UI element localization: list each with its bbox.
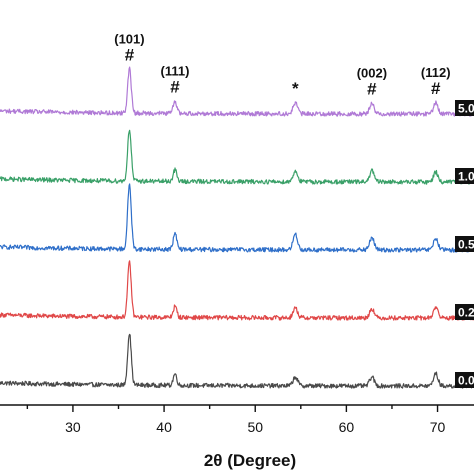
legend-label-5-0: 5.0 <box>458 102 474 116</box>
peak-mark-2: * <box>292 79 299 98</box>
peak-label-3: (002) <box>357 65 387 80</box>
series-line-1-0 <box>0 129 474 185</box>
x-tick-label-50: 50 <box>247 419 263 435</box>
peak-mark-1: # <box>170 77 180 96</box>
legend-box-5-0 <box>455 100 474 116</box>
legend-label-0-0: 0.0 <box>458 374 474 388</box>
legend-label-0-5: 0.5 <box>458 238 474 252</box>
legend-box-1-0 <box>455 168 474 184</box>
peak-label-1: (111) <box>161 63 190 78</box>
legend-group: 0.0 0.2 0.5 1.0 5.0 <box>455 100 474 388</box>
legend-label-0-2: 0.2 <box>458 306 474 320</box>
peak-mark-4: # <box>431 79 441 98</box>
series-line-0-0 <box>0 333 474 389</box>
x-tick-label-40: 40 <box>156 419 172 435</box>
traces-group <box>0 66 474 389</box>
legend-box-0-5 <box>455 236 474 252</box>
peak-label-0: (101) <box>114 32 144 47</box>
x-tick-label-70: 70 <box>430 419 446 435</box>
peak-mark-3: # <box>367 79 377 98</box>
peak-mark-0: # <box>125 46 135 65</box>
series-line-5-0 <box>0 66 474 117</box>
series-line-0-2 <box>0 260 474 321</box>
peak-annotations: #(101)#(111)* #(002)#(112) <box>114 32 450 99</box>
x-tick-label-60: 60 <box>339 419 355 435</box>
x-axis-title: 2θ (Degree) <box>204 451 296 470</box>
x-ticks: 30 40 50 60 70 <box>26 405 446 435</box>
legend-box-0-2 <box>455 304 474 320</box>
legend-box-0-0 <box>455 372 474 388</box>
legend-label-1-0: 1.0 <box>458 170 474 184</box>
peak-label-4: (112) <box>421 65 451 80</box>
series-line-0-5 <box>0 183 474 253</box>
x-tick-label-30: 30 <box>65 419 81 435</box>
